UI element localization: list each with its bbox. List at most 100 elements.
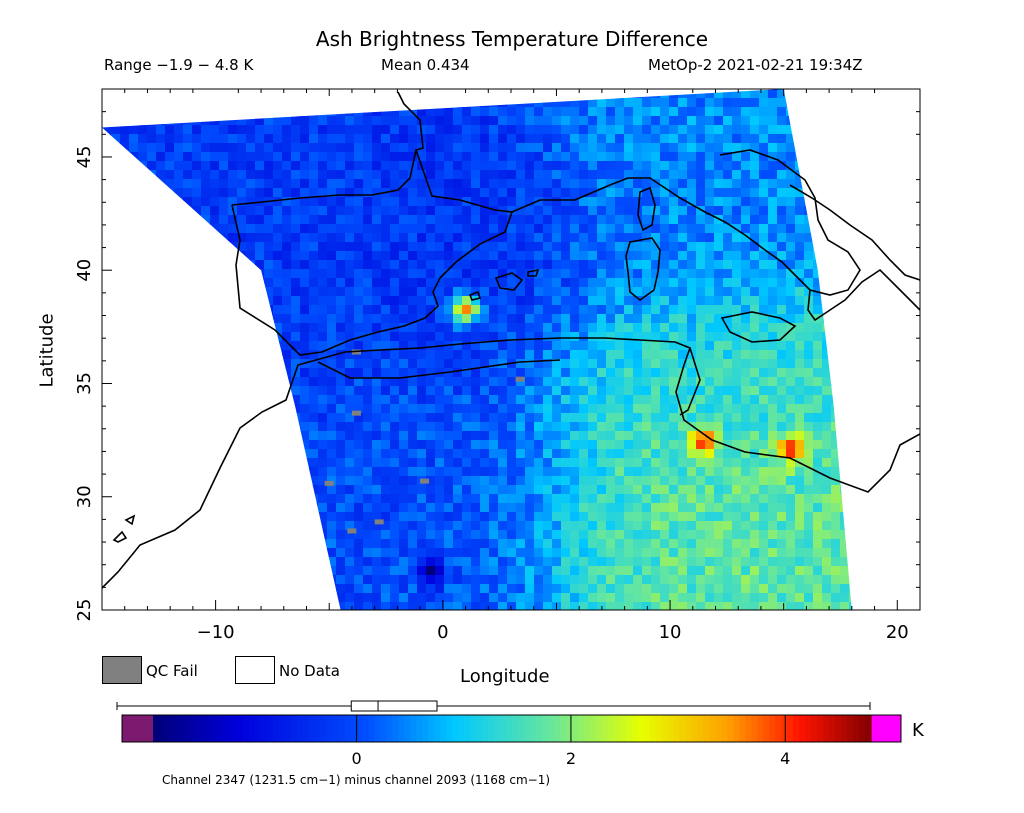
btd-pixel (570, 440, 580, 450)
btd-pixel (543, 512, 553, 522)
btd-pixel (687, 368, 697, 378)
btd-pixel (660, 476, 670, 486)
btd-pixel (417, 350, 427, 360)
btd-pixel (435, 548, 445, 558)
btd-pixel (678, 134, 688, 144)
btd-pixel (255, 206, 265, 216)
btd-pixel (147, 89, 157, 99)
btd-pixel (678, 476, 688, 486)
btd-pixel (192, 152, 202, 162)
btd-pixel (300, 521, 310, 531)
btd-pixel (309, 152, 319, 162)
btd-pixel (174, 125, 184, 135)
btd-pixel (192, 575, 202, 585)
btd-pixel (111, 485, 121, 495)
btd-pixel (759, 287, 769, 297)
btd-pixel (822, 152, 832, 162)
btd-pixel (507, 116, 517, 126)
btd-pixel (750, 197, 760, 207)
btd-pixel (408, 440, 418, 450)
btd-pixel (498, 386, 508, 396)
btd-pixel (426, 395, 436, 405)
btd-pixel (480, 305, 490, 315)
btd-pixel (462, 323, 472, 333)
btd-pixel (435, 314, 445, 324)
btd-pixel (624, 125, 634, 135)
btd-pixel (534, 386, 544, 396)
btd-pixel (903, 503, 913, 513)
btd-pixel (327, 377, 337, 387)
btd-pixel (615, 170, 625, 180)
btd-pixel (408, 422, 418, 432)
btd-pixel (102, 125, 112, 135)
btd-pixel (453, 116, 463, 126)
btd-pixel (129, 422, 139, 432)
btd-pixel (165, 521, 175, 531)
btd-pixel (840, 386, 850, 396)
btd-pixel (768, 521, 778, 531)
btd-pixel (516, 539, 526, 549)
btd-pixel (660, 134, 670, 144)
btd-pixel (624, 251, 634, 261)
btd-pixel (831, 89, 841, 99)
btd-pixel (795, 98, 805, 108)
btd-pixel (669, 566, 679, 576)
btd-pixel (318, 440, 328, 450)
btd-pixel (201, 170, 211, 180)
btd-pixel (426, 341, 436, 351)
btd-pixel (750, 467, 760, 477)
btd-pixel (489, 179, 499, 189)
btd-pixel (165, 575, 175, 585)
btd-pixel (336, 296, 346, 306)
btd-pixel (264, 503, 274, 513)
btd-pixel (120, 242, 130, 252)
btd-pixel (786, 521, 796, 531)
btd-pixel (831, 395, 841, 405)
btd-pixel (588, 269, 598, 279)
btd-pixel (678, 512, 688, 522)
btd-pixel (624, 332, 634, 342)
btd-pixel (786, 197, 796, 207)
btd-pixel (525, 485, 535, 495)
btd-pixel (147, 188, 157, 198)
btd-pixel (561, 296, 571, 306)
btd-pixel (759, 179, 769, 189)
btd-pixel (300, 305, 310, 315)
btd-pixel (273, 314, 283, 324)
btd-pixel (498, 161, 508, 171)
btd-pixel (642, 89, 652, 99)
btd-pixel (138, 440, 148, 450)
btd-pixel (228, 296, 238, 306)
btd-pixel (750, 179, 760, 189)
btd-pixel (444, 278, 454, 288)
btd-pixel (264, 296, 274, 306)
btd-pixel (561, 521, 571, 531)
btd-pixel (534, 557, 544, 567)
btd-pixel (183, 143, 193, 153)
btd-pixel (633, 350, 643, 360)
btd-pixel (831, 251, 841, 261)
btd-pixel (453, 359, 463, 369)
btd-pixel (345, 350, 355, 360)
btd-pixel (669, 314, 679, 324)
btd-pixel (345, 287, 355, 297)
btd-pixel (228, 548, 238, 558)
btd-pixel (147, 431, 157, 441)
btd-pixel (795, 260, 805, 270)
btd-pixel (588, 350, 598, 360)
btd-pixel (417, 512, 427, 522)
btd-pixel (372, 116, 382, 126)
btd-pixel (687, 134, 697, 144)
btd-pixel (768, 170, 778, 180)
btd-pixel (219, 323, 229, 333)
btd-pixel (714, 323, 724, 333)
btd-pixel (408, 305, 418, 315)
btd-pixel (237, 125, 247, 135)
btd-pixel (174, 341, 184, 351)
btd-pixel (903, 530, 913, 540)
btd-pixel (300, 107, 310, 117)
btd-pixel (345, 269, 355, 279)
btd-pixel (840, 116, 850, 126)
btd-pixel (345, 296, 355, 306)
btd-pixel (102, 332, 112, 342)
